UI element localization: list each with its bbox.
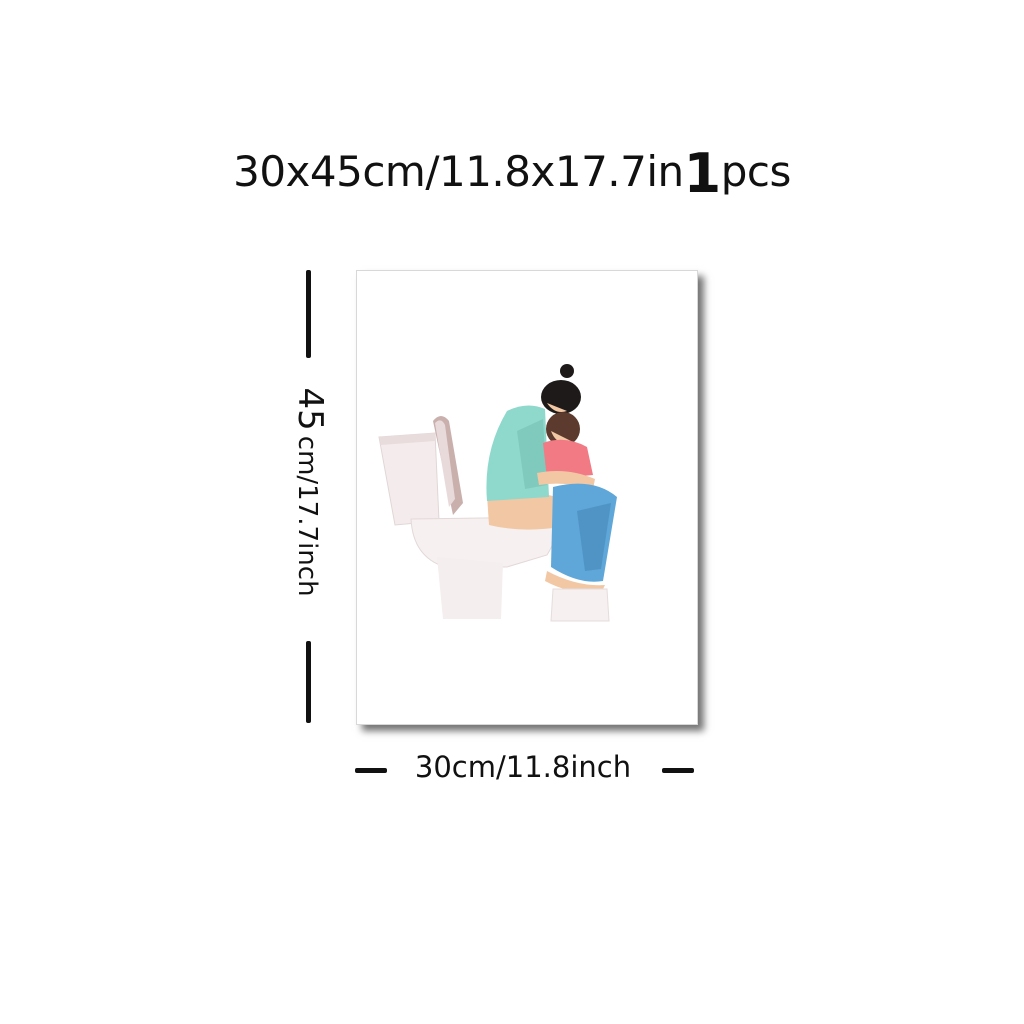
width-dimension-bar-right [662, 768, 694, 773]
height-unit-text: cm/17.7inch [292, 435, 322, 597]
height-dimension-label: 45 cm/17.7inch [290, 387, 330, 596]
size-text: 30x45cm/11.8x17.7in [233, 147, 684, 196]
feet [545, 571, 605, 594]
height-dimension-bar-top [306, 270, 311, 358]
canvas-print-frame [356, 270, 698, 725]
product-size-title: 30x45cm/11.8x17.7in1pcs [0, 136, 1024, 205]
mother-legs [487, 492, 561, 530]
toilet-tank [378, 432, 440, 526]
child-shirt [543, 439, 593, 479]
width-dimension-label: 30cm/11.8inch [414, 750, 632, 784]
height-dimension-bar-bottom [306, 641, 311, 723]
step-stool [550, 588, 610, 622]
quantity-unit: pcs [720, 147, 792, 196]
quantity-number: 1 [683, 142, 722, 205]
width-dimension-bar-left [355, 768, 387, 773]
artwork-illustration [378, 364, 617, 622]
height-value: 45 [290, 387, 330, 431]
